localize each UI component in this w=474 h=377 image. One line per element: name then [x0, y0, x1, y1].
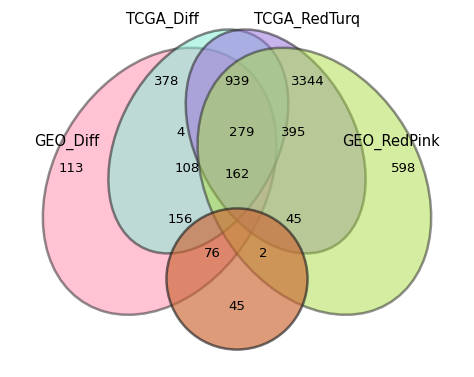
Text: 3344: 3344 [291, 75, 324, 88]
Text: 108: 108 [174, 162, 200, 175]
Text: TCGA_RedTurq: TCGA_RedTurq [255, 12, 361, 28]
Ellipse shape [166, 208, 308, 349]
Text: 156: 156 [167, 213, 193, 226]
Text: 939: 939 [224, 75, 250, 88]
Ellipse shape [186, 29, 365, 253]
Text: 378: 378 [154, 75, 179, 88]
Text: TCGA_Diff: TCGA_Diff [126, 12, 198, 28]
Ellipse shape [43, 48, 276, 315]
Text: 2: 2 [259, 247, 268, 260]
Text: 76: 76 [203, 247, 220, 260]
Text: 4: 4 [176, 126, 184, 139]
Text: GEO_RedPink: GEO_RedPink [342, 133, 439, 150]
Text: 162: 162 [224, 167, 250, 181]
Text: 113: 113 [58, 162, 83, 175]
Text: 45: 45 [285, 213, 302, 226]
Text: 279: 279 [229, 126, 254, 139]
Ellipse shape [109, 29, 288, 253]
Text: 395: 395 [281, 126, 307, 139]
Text: GEO_Diff: GEO_Diff [35, 133, 100, 150]
Text: 598: 598 [391, 162, 416, 175]
Text: 45: 45 [228, 300, 246, 313]
Ellipse shape [198, 48, 431, 315]
